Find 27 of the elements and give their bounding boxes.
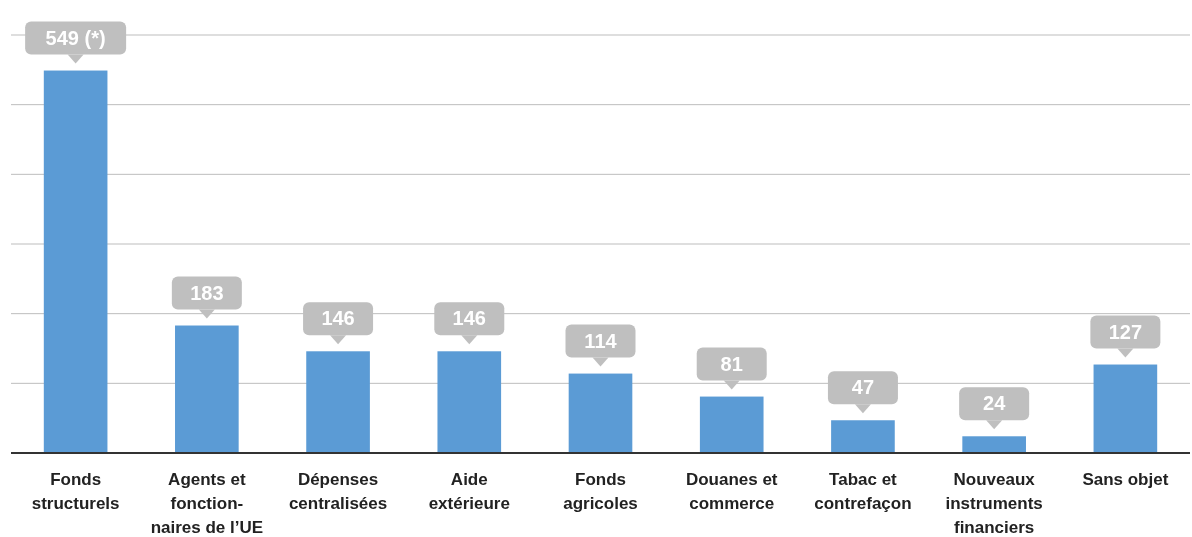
bar bbox=[175, 325, 239, 453]
x-tick-label: Tabac et contrefaçon bbox=[814, 470, 912, 513]
bar bbox=[699, 396, 764, 453]
bar bbox=[437, 351, 502, 453]
data-label: 81 bbox=[720, 352, 743, 375]
bar bbox=[962, 436, 1026, 453]
x-tick-label: Sans objet bbox=[1082, 470, 1169, 489]
data-label: 146 bbox=[452, 307, 486, 330]
bar bbox=[43, 70, 108, 453]
data-label: 183 bbox=[190, 281, 224, 304]
bar bbox=[306, 351, 370, 453]
x-tick-label: Fonds agricoles bbox=[563, 470, 638, 513]
x-tick-label: Douanes et commerce bbox=[685, 470, 778, 513]
data-label: 127 bbox=[1108, 320, 1143, 343]
x-tick-label: Dépenses centralisées bbox=[288, 470, 388, 513]
x-tick-label: Agents et fonction- naires de l’UE bbox=[150, 470, 264, 537]
x-tick-label: Nouveaux instruments financiers bbox=[945, 470, 1043, 537]
data-label: 549 (*) bbox=[45, 26, 106, 49]
x-tick-label: Aide extérieure bbox=[428, 470, 510, 513]
bar bbox=[1093, 364, 1158, 453]
bar bbox=[568, 373, 633, 453]
data-label: 146 bbox=[321, 307, 355, 330]
data-label: 114 bbox=[584, 329, 618, 352]
x-tick-label: Fonds structurels bbox=[31, 470, 120, 513]
data-label: 47 bbox=[851, 376, 875, 399]
data-label: 24 bbox=[983, 392, 1007, 415]
bar bbox=[831, 420, 895, 453]
